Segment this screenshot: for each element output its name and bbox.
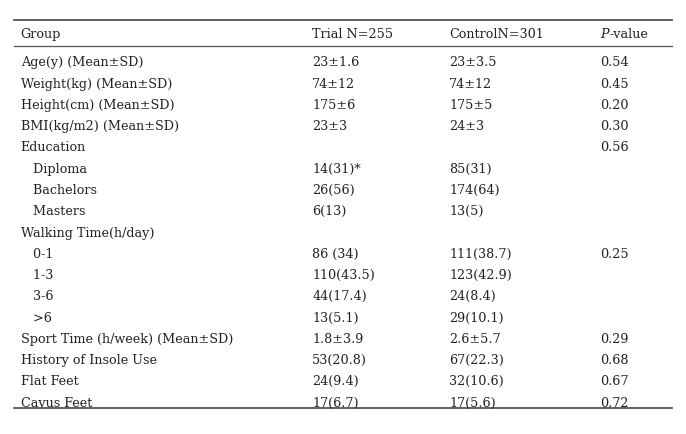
Text: 123(42.9): 123(42.9) bbox=[449, 269, 512, 282]
Text: 23±1.6: 23±1.6 bbox=[312, 56, 359, 69]
Text: 85(31): 85(31) bbox=[449, 163, 492, 176]
Text: 44(17.4): 44(17.4) bbox=[312, 290, 367, 303]
Text: 26(56): 26(56) bbox=[312, 184, 355, 197]
Text: 0-1: 0-1 bbox=[21, 248, 53, 261]
Text: 13(5): 13(5) bbox=[449, 205, 484, 218]
Text: 0.68: 0.68 bbox=[600, 354, 629, 367]
Text: 74±12: 74±12 bbox=[449, 78, 493, 91]
Text: 0.30: 0.30 bbox=[600, 120, 629, 133]
Text: 0.20: 0.20 bbox=[600, 99, 629, 112]
Text: History of Insole Use: History of Insole Use bbox=[21, 354, 156, 367]
Text: 1-3: 1-3 bbox=[21, 269, 53, 282]
Text: 0.45: 0.45 bbox=[600, 78, 629, 91]
Text: 17(6.7): 17(6.7) bbox=[312, 397, 359, 410]
Text: BMI(kg/m2) (Mean±SD): BMI(kg/m2) (Mean±SD) bbox=[21, 120, 179, 133]
Text: Bachelors: Bachelors bbox=[21, 184, 97, 197]
Text: 24(8.4): 24(8.4) bbox=[449, 290, 496, 303]
Text: Weight(kg) (Mean±SD): Weight(kg) (Mean±SD) bbox=[21, 78, 172, 91]
Text: 0.25: 0.25 bbox=[600, 248, 629, 261]
Text: -value: -value bbox=[609, 28, 648, 41]
Text: Flat Feet: Flat Feet bbox=[21, 375, 78, 388]
Text: 24(9.4): 24(9.4) bbox=[312, 375, 359, 388]
Text: Trial N=255: Trial N=255 bbox=[312, 28, 393, 41]
Text: Group: Group bbox=[21, 28, 61, 41]
Text: 0.67: 0.67 bbox=[600, 375, 629, 388]
Text: Masters: Masters bbox=[21, 205, 85, 218]
Text: 175±5: 175±5 bbox=[449, 99, 493, 112]
Text: Age(y) (Mean±SD): Age(y) (Mean±SD) bbox=[21, 56, 143, 69]
Text: 74±12: 74±12 bbox=[312, 78, 355, 91]
Text: Sport Time (h/week) (Mean±SD): Sport Time (h/week) (Mean±SD) bbox=[21, 333, 233, 346]
Text: 1.8±3.9: 1.8±3.9 bbox=[312, 333, 364, 346]
Text: 175±6: 175±6 bbox=[312, 99, 355, 112]
Text: 24±3: 24±3 bbox=[449, 120, 484, 133]
Text: 17(5.6): 17(5.6) bbox=[449, 397, 496, 410]
Text: 32(10.6): 32(10.6) bbox=[449, 375, 504, 388]
Text: 0.54: 0.54 bbox=[600, 56, 629, 69]
Text: Diploma: Diploma bbox=[21, 163, 86, 176]
Text: 86 (34): 86 (34) bbox=[312, 248, 359, 261]
Text: 2.6±5.7: 2.6±5.7 bbox=[449, 333, 501, 346]
Text: 29(10.1): 29(10.1) bbox=[449, 312, 504, 325]
Text: 111(38.7): 111(38.7) bbox=[449, 248, 512, 261]
Text: 174(64): 174(64) bbox=[449, 184, 500, 197]
Text: 6(13): 6(13) bbox=[312, 205, 346, 218]
Text: Education: Education bbox=[21, 141, 86, 155]
Text: Walking Time(h/day): Walking Time(h/day) bbox=[21, 227, 154, 240]
Text: ControlN=301: ControlN=301 bbox=[449, 28, 544, 41]
Text: 13(5.1): 13(5.1) bbox=[312, 312, 359, 325]
Text: 23±3: 23±3 bbox=[312, 120, 347, 133]
Text: Cavus Feet: Cavus Feet bbox=[21, 397, 92, 410]
Text: 53(20.8): 53(20.8) bbox=[312, 354, 367, 367]
Text: 110(43.5): 110(43.5) bbox=[312, 269, 375, 282]
Text: Height(cm) (Mean±SD): Height(cm) (Mean±SD) bbox=[21, 99, 174, 112]
Text: 3-6: 3-6 bbox=[21, 290, 53, 303]
Text: 14(31)*: 14(31)* bbox=[312, 163, 361, 176]
Text: 23±3.5: 23±3.5 bbox=[449, 56, 497, 69]
Text: 0.56: 0.56 bbox=[600, 141, 629, 155]
Text: P: P bbox=[600, 28, 609, 41]
Text: 67(22.3): 67(22.3) bbox=[449, 354, 504, 367]
Text: >6: >6 bbox=[21, 312, 51, 325]
Text: 0.29: 0.29 bbox=[600, 333, 629, 346]
Text: 0.72: 0.72 bbox=[600, 397, 629, 410]
